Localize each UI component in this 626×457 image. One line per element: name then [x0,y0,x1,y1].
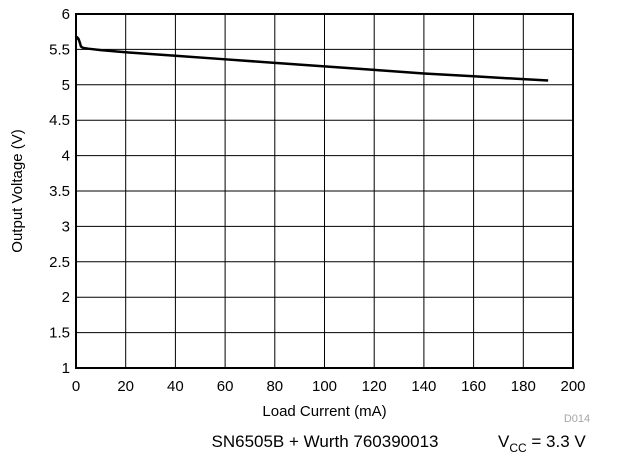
y-axis-title: Output Voltage (V) [9,129,26,252]
x-tick-label: 160 [461,378,486,395]
x-tick-label: 80 [266,378,283,395]
x-tick-label: 40 [167,378,184,395]
figure-code: D014 [564,413,590,425]
x-tick-labels: 0 20 40 60 80 100 120 140 160 180 200 [72,378,586,395]
plot-frame [75,13,574,369]
vcc-subscript: CC [509,441,527,455]
y-tick-label: 3 [62,218,70,235]
y-tick-label: 1.5 [49,325,70,342]
x-tick-label: 200 [560,378,585,395]
x-axis-title: Load Current (mA) [262,403,386,420]
x-tick-label: 120 [362,378,387,395]
vcc-prefix: V [498,432,510,451]
x-tick-label: 100 [312,378,337,395]
x-tick-label: 180 [511,378,536,395]
y-tick-label: 6 [62,6,70,23]
y-tick-label: 4 [62,148,70,165]
device-caption: SN6505B + Wurth 760390013 [212,432,439,451]
x-tick-label: 60 [217,378,234,395]
x-tick-label: 0 [72,378,80,395]
series-line [74,36,549,82]
y-tick-label: 3.5 [49,183,70,200]
y-tick-labels: 1 1.5 2 2.5 3 3.5 4 4.5 5 5.5 6 [49,6,70,377]
y-tick-label: 5 [62,77,70,94]
y-tick-label: 5.5 [49,41,70,58]
x-tick-label: 20 [117,378,134,395]
vcc-caption: VCC = 3.3 V [498,432,586,455]
y-tick-label: 4.5 [49,112,70,129]
y-tick-label: 2.5 [49,254,70,271]
y-tick-label: 2 [62,289,70,306]
vcc-value: = 3.3 V [527,432,587,451]
series-layer [74,36,549,82]
y-tick-label: 1 [62,360,70,377]
x-tick-label: 140 [411,378,436,395]
